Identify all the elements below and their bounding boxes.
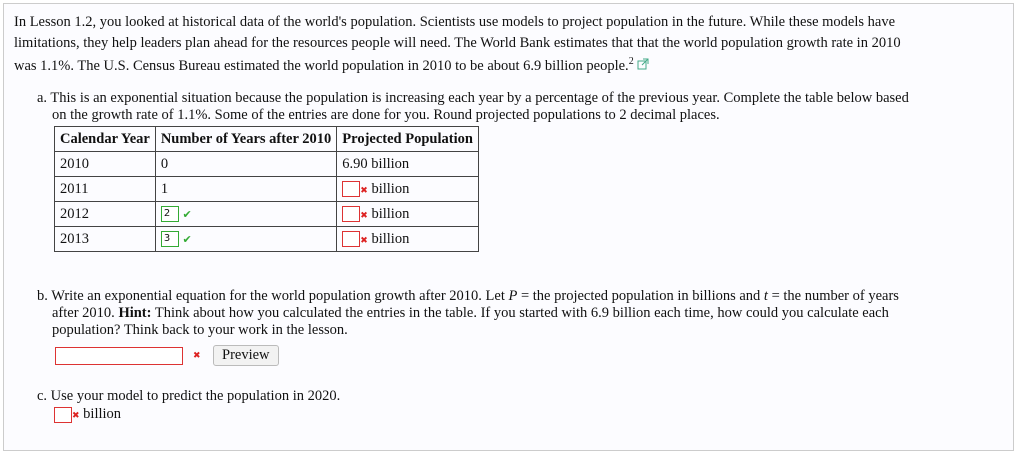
hint-label: Hint: xyxy=(118,305,152,321)
years-after-cell: 3 ✔ xyxy=(154,226,338,252)
intro-line: In Lesson 1.2, you looked at historical … xyxy=(14,14,896,30)
answer-input[interactable] xyxy=(342,181,361,198)
wrong-mark: ✖ xyxy=(72,411,80,421)
year: 2010 xyxy=(54,151,156,177)
population: 6.90 billion xyxy=(336,151,479,177)
part-c-answer: ✖ billion xyxy=(54,406,121,423)
wrong-mark: ✖ xyxy=(360,235,368,246)
intro-line: limitations, they help leaders plan ahea… xyxy=(14,35,901,51)
years-after-cell: 2 ✔ xyxy=(154,201,338,227)
wrong-mark: ✖ xyxy=(193,351,201,361)
wrong-mark: ✖ xyxy=(360,210,368,221)
year: 2012 xyxy=(54,201,156,227)
preview-button[interactable]: Preview xyxy=(213,345,279,366)
unit: billion xyxy=(371,230,410,247)
external-link-icon[interactable] xyxy=(637,58,649,70)
part-a-line: a. This is an exponential situation beca… xyxy=(37,90,909,106)
text: after 2010. xyxy=(52,305,119,321)
variable: t xyxy=(763,288,768,304)
population-cell: ✖ billion xyxy=(336,226,479,252)
header: Number of Years after 2010 xyxy=(154,126,338,152)
answer-input[interactable] xyxy=(342,206,361,223)
unit: billion xyxy=(83,406,122,422)
text: = the projected population in billions a… xyxy=(517,288,764,304)
part-a-line: on the growth rate of 1.1%. Some of the … xyxy=(52,107,720,123)
equation-input[interactable] xyxy=(55,347,183,365)
population-cell: ✖ billion xyxy=(336,176,479,202)
unit: billion xyxy=(371,205,410,222)
question-box: In Lesson 1.2, you looked at historical … xyxy=(3,3,1014,451)
intro-text: was 1.1%. The U.S. Census Bureau estimat… xyxy=(14,57,629,74)
population-table: Calendar Year Number of Years after 2010… xyxy=(54,126,479,252)
part-b-line: population? Think back to your work in t… xyxy=(52,322,348,338)
answer-input[interactable]: 3 xyxy=(160,231,179,248)
footnote[interactable]: 2 xyxy=(628,56,634,67)
part-b-line: b. Write an exponential equation for the… xyxy=(37,288,899,305)
text: = the number of years xyxy=(767,288,899,304)
part-b-line: after 2010. Hint: Think about how you ca… xyxy=(52,305,889,322)
header: Projected Population xyxy=(336,126,479,152)
part-c-text: c. Use your model to predict the populat… xyxy=(37,388,341,404)
text: Think about how you calculated the entri… xyxy=(151,305,889,321)
year: 2013 xyxy=(54,226,156,252)
correct-mark: ✔ xyxy=(182,232,192,246)
correct-mark: ✔ xyxy=(182,207,192,221)
years-after: 1 xyxy=(154,176,338,202)
wrong-mark: ✖ xyxy=(360,185,368,196)
variable: P xyxy=(508,288,518,304)
header: Calendar Year xyxy=(54,126,156,152)
years-after: 0 xyxy=(154,151,338,177)
answer-input[interactable] xyxy=(54,406,72,423)
population-cell: ✖ billion xyxy=(336,201,479,227)
answer-input[interactable] xyxy=(342,231,361,248)
intro-line: was 1.1%. The U.S. Census Bureau estimat… xyxy=(14,56,649,75)
answer-input[interactable]: 2 xyxy=(160,206,179,223)
text: b. Write an exponential equation for the… xyxy=(37,288,509,304)
year: 2011 xyxy=(54,176,156,202)
unit: billion xyxy=(371,180,410,197)
